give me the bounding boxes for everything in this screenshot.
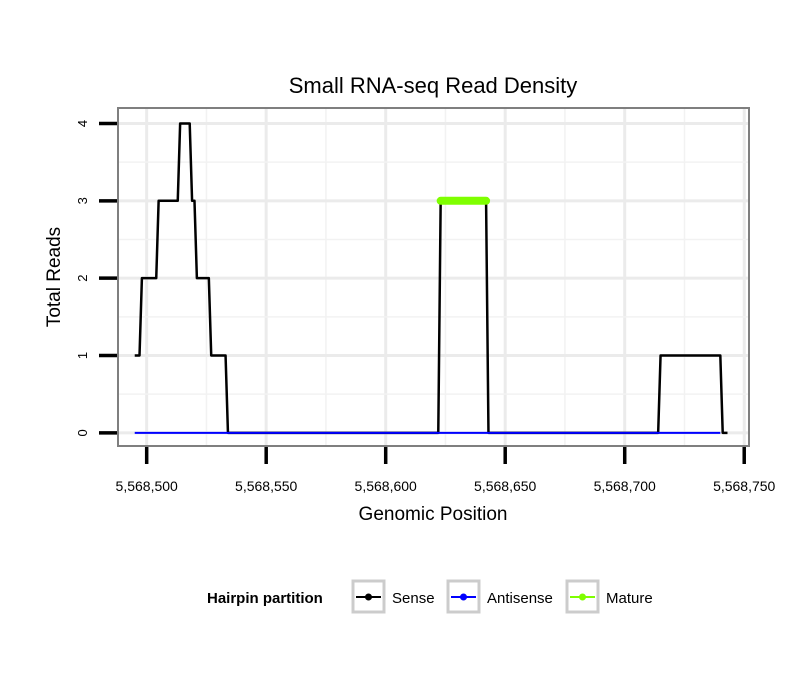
y-axis: 0 1 2 3 4 — [75, 120, 117, 436]
grid-lines — [118, 108, 749, 446]
legend-item-mature: Mature — [565, 579, 653, 614]
y-tick-label-4: 4 — [75, 120, 90, 127]
y-tick-label-2: 2 — [75, 275, 90, 282]
legend-item-sense: Sense — [351, 579, 435, 614]
x-tick-label-3: 5,568,650 — [474, 478, 536, 494]
chart-title: Small RNA-seq Read Density — [289, 73, 578, 98]
legend-label-sense: Sense — [392, 590, 435, 607]
y-axis-title: Total Reads — [44, 227, 65, 327]
legend: Hairpin partition Sense Antisense Mature — [207, 579, 653, 614]
legend-item-antisense: Antisense — [446, 579, 553, 614]
x-tick-label-2: 5,568,600 — [355, 478, 417, 494]
series-lines — [134, 122, 728, 435]
x-tick-label-1: 5,568,550 — [235, 478, 297, 494]
legend-label-mature: Mature — [606, 590, 653, 607]
plot-border — [117, 107, 750, 447]
x-tick-label-0: 5,568,500 — [116, 478, 178, 494]
legend-label-antisense: Antisense — [487, 590, 553, 607]
y-tick-label-1: 1 — [75, 352, 90, 359]
x-tick-label-5: 5,568,750 — [713, 478, 775, 494]
x-tick-label-4: 5,568,700 — [594, 478, 656, 494]
x-axis-title: Genomic Position — [359, 504, 508, 525]
legend-title: Hairpin partition — [207, 590, 323, 607]
x-axis: 5,568,500 5,568,550 5,568,600 5,568,650 5,56… — [116, 447, 776, 494]
y-tick-label-0: 0 — [75, 429, 90, 436]
y-tick-label-3: 3 — [75, 197, 90, 204]
series-line-sense — [134, 122, 728, 435]
